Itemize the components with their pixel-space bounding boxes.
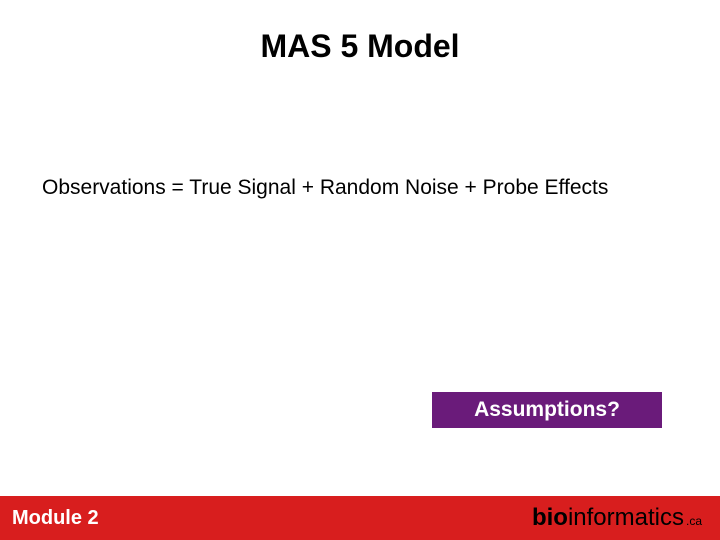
body-text: Observations = True Signal + Random Nois… bbox=[42, 176, 608, 200]
assumptions-callout: Assumptions? bbox=[432, 392, 662, 428]
logo-tld: .ca bbox=[686, 514, 702, 528]
logo-bold: bio bbox=[532, 504, 568, 532]
slide-title: MAS 5 Model bbox=[0, 28, 720, 65]
callout-text: Assumptions? bbox=[474, 398, 620, 422]
footer-bar: Module 2 bioinformatics.ca bbox=[0, 496, 720, 540]
logo-light: informatics bbox=[568, 504, 684, 532]
module-label: Module 2 bbox=[12, 507, 99, 530]
bioinformatics-logo: bioinformatics.ca bbox=[532, 504, 702, 532]
slide: MAS 5 Model Observations = True Signal +… bbox=[0, 0, 720, 540]
